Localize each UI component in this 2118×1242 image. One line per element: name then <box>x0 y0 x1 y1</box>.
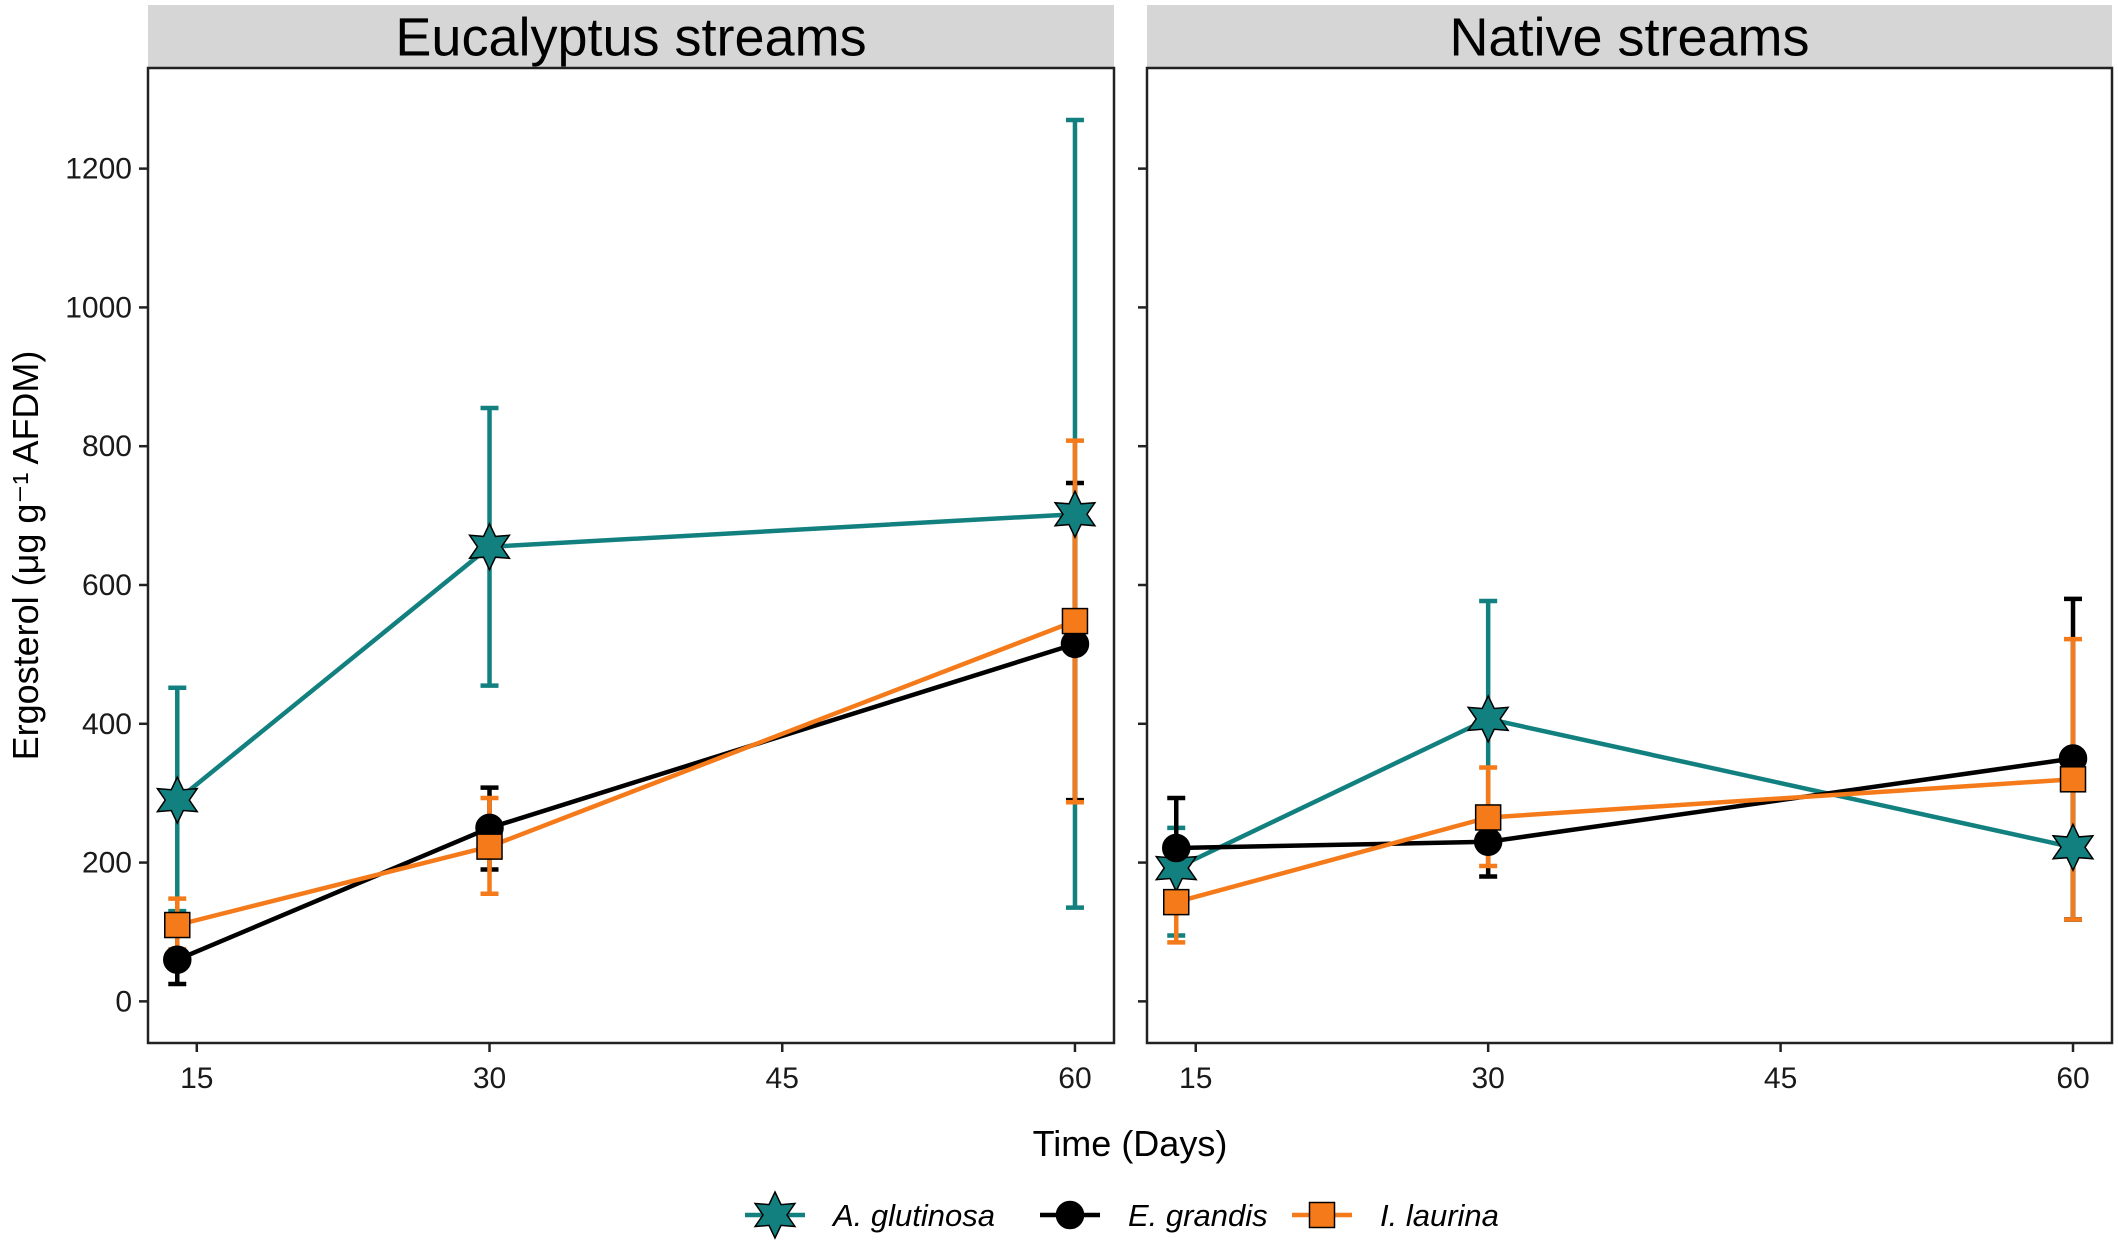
legend-label-e-grandis: E. grandis <box>1128 1198 1268 1233</box>
point-a-glutinosa <box>155 775 199 825</box>
x-tick-label: 60 <box>2056 1062 2089 1095</box>
y-tick-label: 600 <box>82 569 132 602</box>
panel-strip <box>148 5 1114 68</box>
series-line-i-laurina <box>1175 777 2074 905</box>
x-tick-label: 45 <box>1764 1062 1797 1095</box>
x-tick-label: 15 <box>180 1062 213 1095</box>
point-i-laurina <box>476 833 503 860</box>
legend-label-i-laurina: I. laurina <box>1380 1198 1499 1233</box>
point-i-laurina <box>2059 766 2087 793</box>
x-tick-label: 15 <box>1179 1062 1212 1095</box>
panel-eucalyptus-streams: Eucalyptus streams 0 200 400 600 800 1000 1200 1… <box>65 5 1116 1095</box>
point-e-grandis <box>1060 629 1090 659</box>
y-tick-label: 0 <box>115 985 132 1018</box>
point-e-grandis <box>163 945 192 974</box>
series-line-a-glutinosa <box>175 511 1076 802</box>
point-i-laurina <box>1474 804 1502 831</box>
legend-key-marker-a-glutinosa <box>753 1190 797 1240</box>
legend-key-marker-e-grandis <box>1055 1200 1085 1230</box>
x-tick-label: 30 <box>1471 1062 1504 1095</box>
panel-title: Eucalyptus streams <box>395 8 866 68</box>
y-tick-label: 400 <box>82 708 132 741</box>
legend-label-a-glutinosa: A. glutinosa <box>831 1198 995 1233</box>
panel-native-streams: Native streams 15 30 45 60 <box>1138 5 2114 1095</box>
point-a-glutinosa <box>2051 822 2095 873</box>
y-tick-label: 1000 <box>65 291 132 324</box>
legend-key-marker-i-laurina <box>1308 1201 1336 1229</box>
panel-title: Native streams <box>1449 8 1809 68</box>
point-i-laurina <box>1061 607 1089 635</box>
point-a-glutinosa <box>1466 694 1510 744</box>
y-tick-label: 800 <box>82 430 132 463</box>
y-tick-label: 200 <box>82 847 132 880</box>
point-a-glutinosa <box>1053 489 1097 539</box>
panel-border <box>146 66 1116 1045</box>
point-e-grandis <box>1161 833 1191 863</box>
series-line-i-laurina <box>176 619 1076 928</box>
point-e-grandis <box>1473 827 1503 857</box>
panel-strip <box>1147 5 2112 68</box>
y-axis-title: Ergosterol (μg g⁻¹ AFDM) <box>5 351 46 761</box>
x-axis-title: Time (Days) <box>1033 1123 1228 1164</box>
x-tick-label: 30 <box>473 1062 506 1095</box>
point-i-laurina <box>1162 888 1190 916</box>
x-tick-label: 45 <box>766 1062 799 1095</box>
point-i-laurina <box>164 911 191 939</box>
x-tick-label: 60 <box>1058 1062 1091 1095</box>
y-tick-label: 1200 <box>65 153 132 186</box>
panel-border <box>1145 66 2114 1045</box>
point-a-glutinosa <box>468 522 511 572</box>
legend: A. glutinosa E. grandis I. laurina <box>745 1190 1499 1240</box>
